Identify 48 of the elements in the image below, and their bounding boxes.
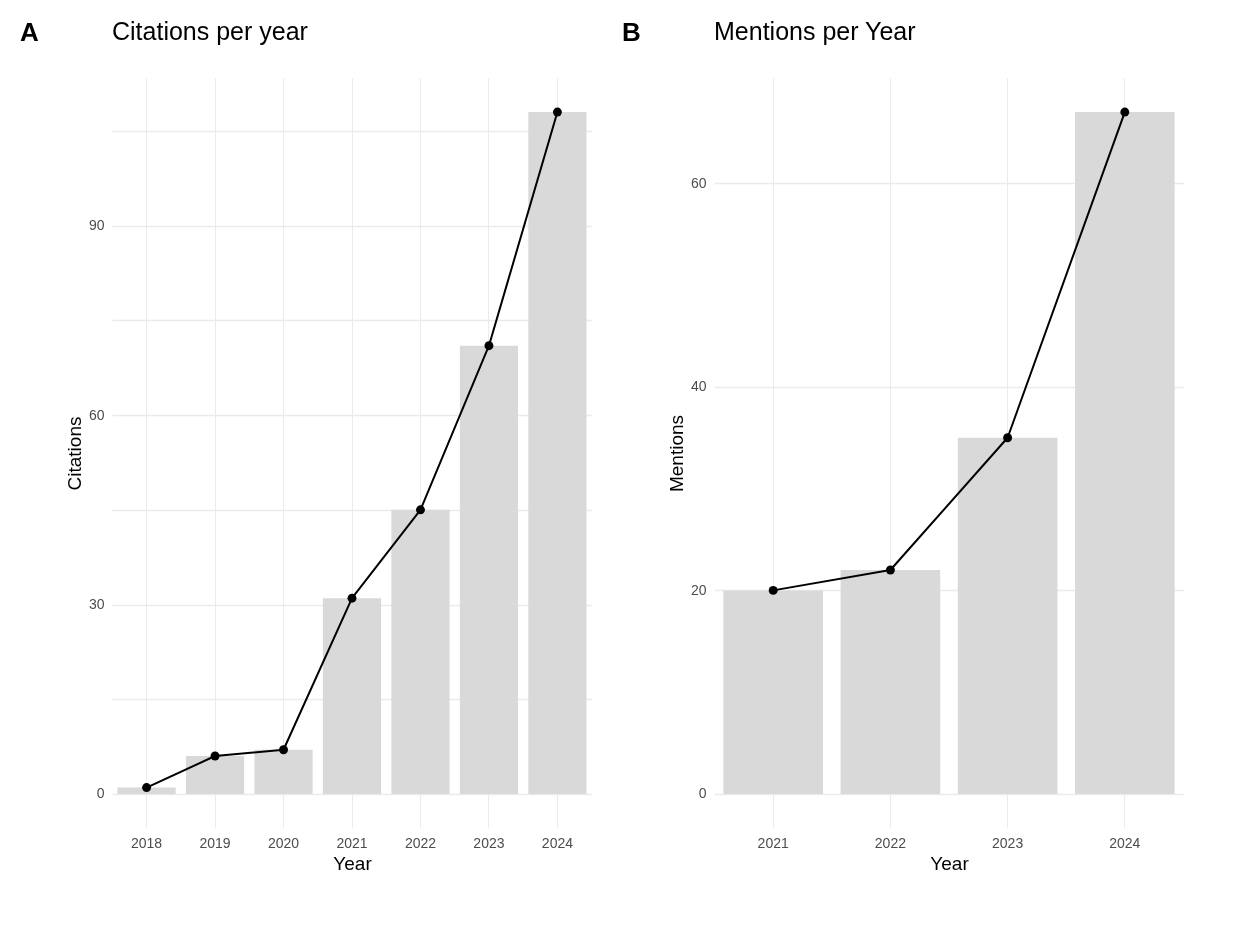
chart-title: Mentions per Year (714, 17, 916, 45)
x-tick-label: 2021 (336, 834, 368, 851)
y-tick-label: 0 (698, 785, 707, 802)
point (210, 751, 220, 761)
bar (528, 112, 587, 794)
point (279, 745, 288, 755)
y-tick-label: 60 (88, 406, 105, 423)
x-axis-title: Year (930, 852, 970, 874)
y-tick-label: 40 (690, 378, 707, 395)
y-axis-title: Mentions (665, 414, 687, 493)
y-tick-label: 90 (88, 217, 105, 234)
bar (1075, 112, 1175, 794)
point (1120, 107, 1130, 117)
point (1003, 433, 1013, 443)
bar (391, 509, 450, 794)
x-tick-label: 2018 (131, 834, 163, 851)
bar (840, 570, 941, 794)
x-tick-label: 2021 (757, 834, 789, 851)
point (484, 341, 494, 351)
x-tick-label: 2019 (199, 834, 231, 851)
point (552, 107, 562, 117)
x-tick-label: 2022 (404, 834, 437, 851)
y-tick-label: 0 (96, 785, 105, 802)
x-tick-label: 2024 (541, 834, 574, 851)
y-tick-label: 60 (690, 174, 707, 191)
x-tick-label: 2022 (874, 834, 907, 851)
bar (322, 598, 382, 794)
text: B (622, 17, 641, 47)
bar (254, 749, 313, 794)
point (885, 565, 895, 575)
text: A (20, 17, 39, 47)
bar (957, 437, 1058, 794)
point (416, 505, 425, 515)
x-tick-label: 2024 (1109, 834, 1141, 851)
point (347, 593, 357, 603)
chart-title: Citations per year (112, 17, 308, 45)
point (768, 585, 778, 595)
x-tick-label: 2023 (992, 834, 1024, 851)
bar (185, 756, 245, 794)
x-tick-label: 2023 (473, 834, 505, 851)
y-tick-label: 20 (690, 581, 707, 598)
y-axis-title: Citations (63, 416, 85, 491)
bar (459, 345, 519, 794)
point (142, 783, 152, 793)
x-axis-title: Year (333, 852, 373, 874)
y-tick-label: 30 (88, 596, 105, 613)
x-tick-label: 2020 (267, 834, 300, 851)
bar (723, 590, 823, 794)
